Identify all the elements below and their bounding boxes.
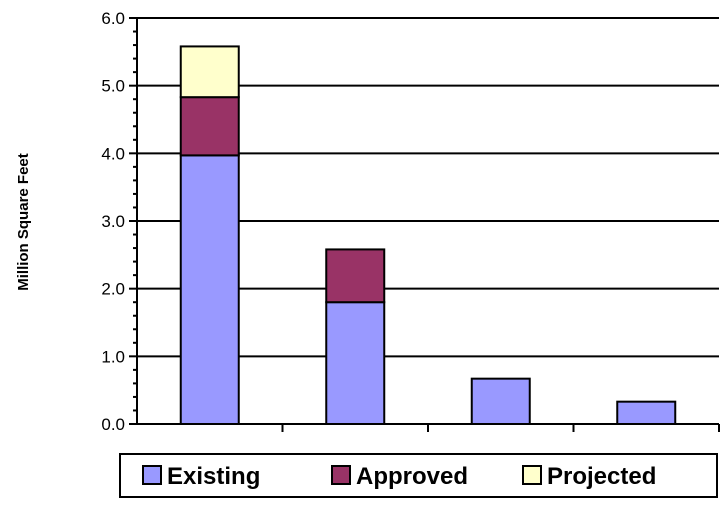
legend-swatch-approved <box>331 465 351 485</box>
legend-box <box>119 453 718 498</box>
y-tick-labels: 0.0 1.0 2.0 3.0 4.0 5.0 6.0 <box>101 9 125 434</box>
y-tick-label: 3.0 <box>101 212 125 231</box>
legend-swatch-existing <box>142 465 162 485</box>
y-tick-label: 2.0 <box>101 280 125 299</box>
legend-label-existing: Existing <box>167 463 260 490</box>
legend-label-projected: Projected <box>547 463 656 490</box>
bar-segment-approved <box>179 96 240 157</box>
bar-segment-existing <box>616 400 677 426</box>
bar-segment-projected <box>179 45 240 99</box>
legend-label-approved: Approved <box>356 463 468 490</box>
y-tick-label: 5.0 <box>101 77 125 96</box>
y-tick-label: 4.0 <box>101 144 125 163</box>
bars <box>179 45 677 426</box>
axes <box>129 17 720 432</box>
y-axis-label: Million Square Feet <box>15 153 32 291</box>
bar-segment-approved <box>325 248 386 304</box>
y-tick-label: 1.0 <box>101 347 125 366</box>
legend-swatch-projected <box>522 465 542 485</box>
bar-segment-existing <box>325 301 386 426</box>
bar-segment-existing <box>470 377 531 425</box>
legend: Existing Approved Projected <box>119 453 718 498</box>
y-tick-label: 6.0 <box>101 9 125 28</box>
bar-segment-existing <box>179 154 240 425</box>
y-tick-label: 0.0 <box>101 415 125 434</box>
